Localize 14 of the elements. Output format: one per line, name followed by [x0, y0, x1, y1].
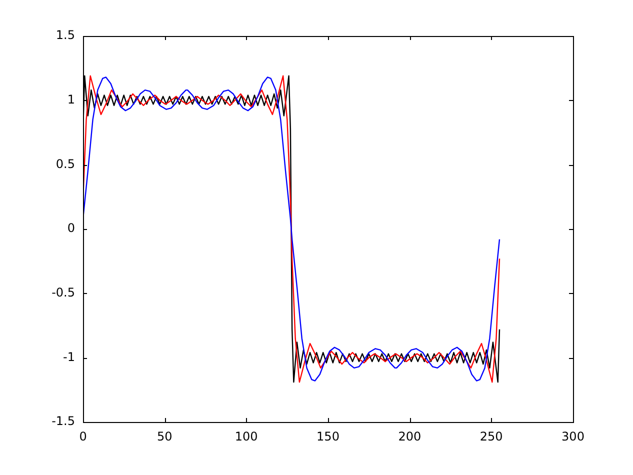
x-tick-label: 0 [79, 429, 87, 444]
y-tick-label: 0.5 [56, 156, 75, 171]
y-tick-label: -0.5 [52, 285, 75, 300]
x-tick-label: 100 [234, 429, 258, 444]
x-tick-label: 300 [562, 429, 584, 444]
x-tick-label: 50 [157, 429, 172, 444]
y-tick-label: -1 [63, 350, 75, 364]
y-tick-label: 0 [67, 221, 75, 236]
x-tick-label: 250 [480, 429, 503, 444]
y-tick-label: -1.5 [52, 414, 75, 428]
y-tick-label: 1.5 [56, 28, 75, 42]
x-tick-label: 200 [398, 429, 422, 444]
x-tick-label: 150 [316, 429, 340, 444]
y-tick-label: 1 [67, 92, 75, 106]
